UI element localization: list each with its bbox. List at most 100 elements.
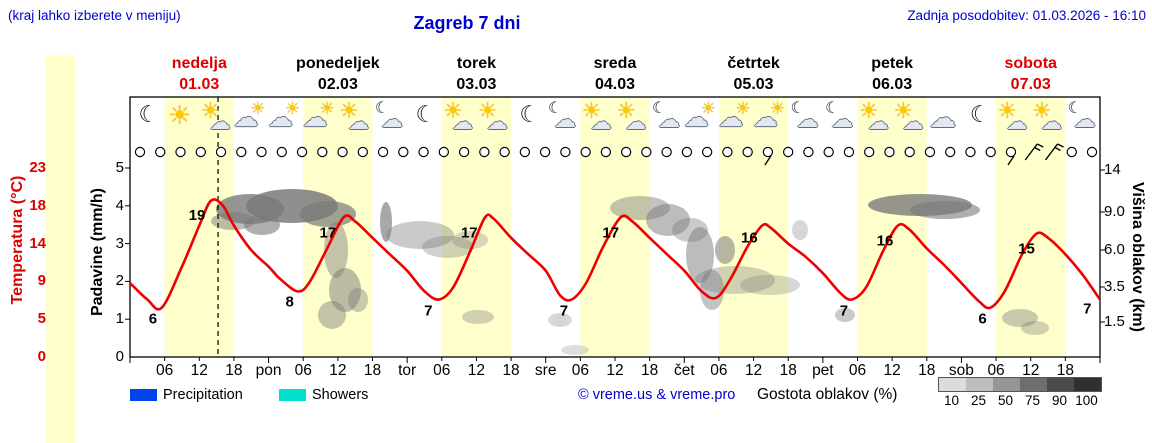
x-tick-label: 18 (918, 362, 936, 379)
x-tick-label: 06 (848, 362, 867, 379)
x-tick-label: tor (398, 362, 417, 379)
density-step-value: 25 (970, 393, 987, 408)
x-tick-label: 12 (1022, 362, 1040, 379)
day-name: sreda (593, 55, 637, 72)
cloud-moon-icon: ☾ ☁ (374, 100, 403, 132)
precip-tick-value: 4 (115, 196, 124, 214)
x-tick-label: 12 (329, 362, 347, 379)
sun-cloud-icon: ☀ ☁ (997, 98, 1028, 134)
precip-tick-value: 3 (115, 234, 124, 252)
x-tick-label: pon (255, 362, 282, 379)
moon-icon: ☾ (138, 101, 159, 127)
moon-icon: ☾ (519, 101, 541, 127)
temp-value-label: 7 (424, 302, 432, 319)
precip-tick-value: 2 (115, 272, 124, 290)
x-tick-label: 12 (606, 362, 624, 379)
day-header: ponedeljek 02.03 (263, 54, 413, 94)
last-update: Zadnja posodobitev: 01.03.2026 - 16:10 (907, 8, 1146, 23)
showers-swatch (279, 389, 306, 401)
density-step (939, 378, 966, 391)
sun-cloud-icon: ☀ ☁ (616, 98, 647, 134)
day-name: petek (871, 55, 914, 72)
x-tick-label: sob (948, 362, 974, 379)
axis-ticks (125, 167, 1105, 363)
temp-value-label: 16 (877, 233, 894, 250)
x-tick-label: 18 (641, 362, 659, 379)
density-step (993, 378, 1020, 391)
precip-tick-value: 0 (115, 348, 124, 365)
day-header: sobota 07.03 (956, 54, 1106, 94)
density-step-value: 75 (1024, 393, 1041, 408)
precip-tick-value: 1 (115, 310, 124, 328)
cloud-moon-icon: ☾ ☁ (548, 100, 577, 132)
day-header: nedelja 01.03 (124, 54, 274, 94)
density-step-value: 90 (1051, 393, 1068, 408)
precip-tick-value: 5 (115, 159, 124, 176)
temp-value-label: 6 (978, 311, 986, 328)
sun-cloud-icon: ☀ ☁ (581, 98, 612, 134)
sun-cloud-icon: ☀ ☁ (893, 98, 924, 134)
height-tick-value: 1.5 (1104, 313, 1125, 330)
cloud-moon-icon: ☾ ☁ (1067, 100, 1096, 132)
temp-value-label: 19 (189, 207, 206, 224)
day-date: 07.03 (1010, 76, 1051, 93)
cloud-sun-icon: ☀ ☁ (752, 99, 786, 132)
temp-tick-value: 0 (37, 348, 46, 365)
cloud-sun-icon: ☀ ☁ (267, 99, 301, 132)
x-tick-label: čet (673, 362, 695, 379)
day-date: 06.03 (872, 76, 913, 93)
cloud-density-gradient (938, 377, 1102, 392)
x-tick-label: 06 (571, 362, 589, 379)
density-step-value: 10 (943, 393, 960, 408)
x-tick-label: 12 (467, 362, 486, 379)
temperature-curve (130, 198, 1100, 311)
cloud-icon: ☁ (929, 103, 957, 133)
day-date: 03.03 (456, 76, 497, 93)
cloud-sun-icon: ☀ ☁ (233, 99, 266, 132)
sun-icon: ☀ (167, 100, 192, 130)
x-tick-label: 06 (433, 362, 451, 379)
cloud-sun-icon: ☀ ☁ (718, 99, 751, 132)
precipitation-swatch (130, 389, 157, 401)
page-title: Zagreb 7 dni (413, 13, 521, 33)
temp-tick-value: 5 (37, 310, 46, 328)
temp-tick-value: 9 (37, 272, 46, 290)
cloud-moon-icon: ☾ ☁ (825, 100, 854, 132)
temperature-value-labels: 6 19 8 17 7 17 7 17 16 7 16 6 15 7 (149, 207, 1092, 328)
x-tick-label: 06 (710, 362, 728, 379)
height-tick-value: 3.5 (1104, 278, 1125, 295)
sun-cloud-icon: ☀ ☁ (200, 98, 231, 134)
temp-value-label: 17 (602, 224, 619, 241)
sun-cloud-icon: ☀ ☁ (339, 98, 370, 134)
sun-cloud-icon: ☀ ☁ (477, 98, 508, 134)
sun-cloud-icon: ☀ ☁ (858, 98, 889, 134)
temp-value-label: 16 (741, 230, 758, 247)
day-header: torek 03.03 (401, 54, 551, 94)
day-date: 05.03 (733, 76, 774, 93)
precipitation-legend-label: Precipitation (163, 387, 243, 403)
height-tick-value: 6.0 (1104, 241, 1125, 258)
day-name: četrtek (727, 55, 780, 72)
x-tick-label: 12 (883, 362, 901, 379)
copyright-link[interactable]: © vreme.us & vreme.pro (578, 387, 736, 403)
showers-legend-label: Showers (312, 387, 369, 403)
day-date: 04.03 (594, 76, 636, 93)
x-tick-label: 12 (744, 362, 763, 379)
density-step-value: 100 (1075, 393, 1098, 408)
temp-value-label: 15 (1018, 241, 1035, 258)
day-name: torek (456, 55, 496, 72)
wind-symbols (134, 143, 1098, 166)
temp-value-label: 17 (461, 224, 478, 241)
x-tick-label: 18 (779, 362, 797, 379)
temp-value-label: 7 (840, 302, 848, 319)
x-tick-label: sre (534, 362, 557, 379)
temp-value-label: 6 (149, 311, 157, 328)
x-tick-label: 06 (156, 362, 174, 379)
x-tick-label: 18 (363, 362, 382, 379)
temp-tick-value: 23 (29, 159, 46, 176)
sun-cloud-icon: ☀ ☁ (443, 98, 474, 134)
day-date: 01.03 (179, 76, 220, 93)
left-margin-band (46, 55, 75, 443)
